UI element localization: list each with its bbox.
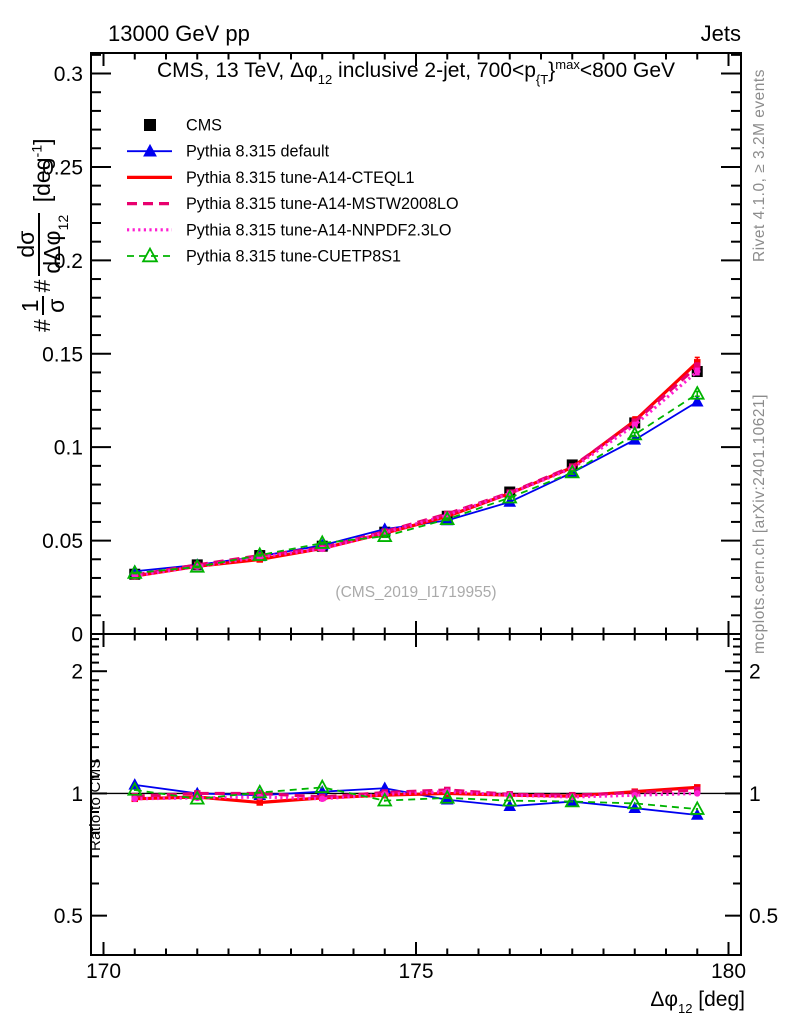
watermark: (CMS_2019_I1719955) [335, 584, 497, 601]
plot-title-phi: Δφ [290, 58, 318, 82]
legend-label-4: Pythia 8.315 tune-A14-NNPDF2.3LO [186, 221, 451, 239]
plot-title-mid: inclusive 2-jet, 700<p [332, 58, 536, 82]
ytitle-unit: [deg-1] [29, 138, 56, 209]
svg-text:0.2: 0.2 [54, 250, 83, 273]
ytitle-hash2: # [29, 279, 56, 293]
ytitle-frac2: dσ dΔφ12 [13, 212, 72, 276]
axis-ticks [91, 53, 741, 956]
xtitle-sub: 12 [677, 1001, 693, 1017]
svg-text:0.3: 0.3 [54, 63, 83, 86]
legend-label-0: CMS [186, 117, 222, 135]
panel-frames [90, 52, 742, 956]
svg-text:170: 170 [86, 960, 121, 983]
xtitle-phi: Δφ [650, 988, 678, 1011]
y-axis-title-ratio: Ratio to CMS [87, 758, 104, 851]
y-axis-title-main: #1 σ # dσ dΔφ12 [deg-1] [13, 138, 72, 332]
ytitle-frac1-den: σ [42, 298, 69, 313]
series-pythia-8.315-tune-a14-mstw2008lo [131, 362, 701, 801]
legend-label-1: Pythia 8.315 default [186, 143, 330, 161]
svg-text:0.5: 0.5 [54, 905, 83, 928]
ytitle-frac2-den: dΔφ12 [39, 214, 72, 274]
plot-title-phi-sub: 12 [317, 71, 333, 87]
plot-title: CMS, 13 TeV, Δφ12 inclusive 2-jet, 700<p… [91, 57, 741, 87]
legend-item-4: Pythia 8.315 tune-A14-NNPDF2.3LO [127, 221, 451, 239]
plot-title-pt-sub: {T [535, 71, 549, 87]
series-cms [129, 366, 703, 580]
plot-title-pre: CMS, 13 TeV, [156, 58, 291, 82]
legend-item-0: CMS [144, 117, 222, 135]
svg-text:1: 1 [749, 783, 761, 806]
series-pythia-8.315-tune-a14-nnpdf2.3lo [131, 367, 701, 803]
legend-label-2: Pythia 8.315 tune-A14-CTEQL1 [186, 169, 415, 187]
svg-text:0.15: 0.15 [42, 343, 83, 366]
ytitle-unit-sup: -1 [29, 144, 46, 158]
svg-text:175: 175 [398, 960, 433, 983]
mcplots-attribution-note: mcplots.cern.ch [arXiv:2401.10621] [751, 394, 768, 654]
ytitle-frac2-den-sub: 12 [55, 214, 72, 231]
series-pythia-8.315-tune-a14-cteql1 [131, 356, 701, 806]
plot-title-brace: } [548, 58, 556, 82]
series-pythia-8.315-default [128, 394, 704, 820]
legend-item-3: Pythia 8.315 tune-A14-MSTW2008LO [127, 195, 459, 213]
legend-item-5: Pythia 8.315 tune-CUETP8S1 [127, 246, 401, 266]
svg-text:2: 2 [749, 661, 761, 684]
svg-text:0.25: 0.25 [42, 156, 83, 179]
legend: CMS Pythia 8.315 default Pythia 8.315 tune… [127, 117, 459, 266]
svg-text:0.5: 0.5 [749, 905, 778, 928]
legend-item-1: Pythia 8.315 default [127, 143, 330, 161]
analysis-topic-label: Jets [700, 21, 741, 46]
ytitle-hash1: # [29, 319, 56, 332]
plot-title-pt-sup: max [555, 57, 580, 72]
plot-title-post: <800 GeV [579, 58, 675, 82]
ytitle-frac1-num: 1 [17, 296, 44, 316]
svg-text:0.05: 0.05 [42, 530, 83, 553]
beam-energy-label: 13000 GeV pp [108, 21, 250, 46]
svg-text:180: 180 [711, 960, 746, 983]
rivet-version-note: Rivet 4.1.0, ≥ 3.2M events [751, 69, 768, 262]
svg-text:0: 0 [71, 624, 83, 647]
legend-label-3: Pythia 8.315 tune-A14-MSTW2008LO [186, 195, 459, 213]
legend-item-2: Pythia 8.315 tune-A14-CTEQL1 [127, 169, 415, 187]
xtitle-unit: [deg] [692, 988, 745, 1011]
svg-text:1: 1 [71, 783, 83, 806]
x-axis-title: Δφ12 [deg] [650, 988, 745, 1016]
ytitle-frac2-num: dσ [13, 212, 41, 276]
svg-text:0.1: 0.1 [54, 437, 83, 460]
svg-text:2: 2 [71, 661, 83, 684]
series-pythia-8.315-tune-cuetp8s1 [126, 385, 706, 815]
legend-label-5: Pythia 8.315 tune-CUETP8S1 [186, 248, 401, 266]
